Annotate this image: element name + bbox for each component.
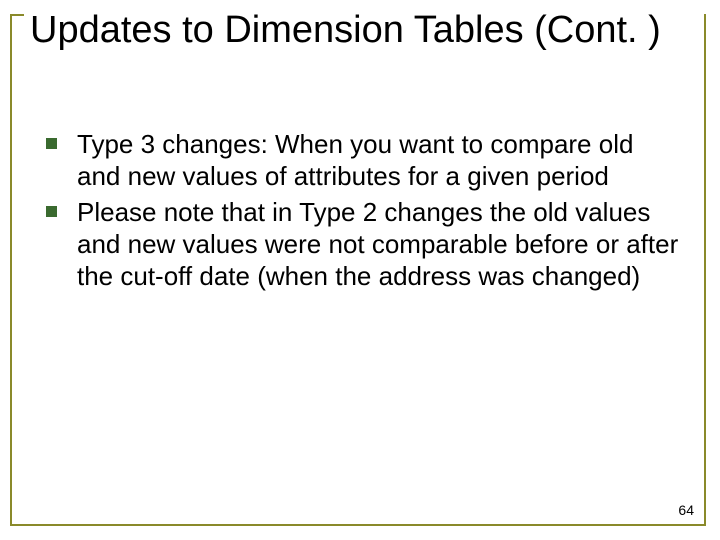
list-item-text: Type 3 changes: When you want to compare… [77, 128, 680, 192]
slide-title: Updates to Dimension Tables (Cont. ) [30, 8, 665, 52]
list-item-text: Please note that in Type 2 changes the o… [77, 196, 680, 292]
title-rule-left [10, 14, 24, 16]
square-bullet-icon [46, 138, 57, 149]
page-number: 64 [678, 502, 694, 518]
square-bullet-icon [46, 206, 57, 217]
list-item: Please note that in Type 2 changes the o… [46, 196, 680, 292]
slide-content: Type 3 changes: When you want to compare… [46, 128, 680, 296]
list-item: Type 3 changes: When you want to compare… [46, 128, 680, 192]
